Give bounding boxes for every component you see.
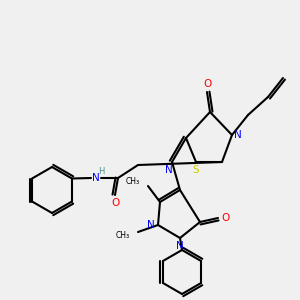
Text: CH₃: CH₃ — [116, 232, 130, 241]
Text: O: O — [112, 198, 120, 208]
Text: O: O — [222, 213, 230, 223]
Text: O: O — [203, 79, 211, 89]
Text: N: N — [176, 241, 184, 251]
Text: N: N — [165, 165, 173, 175]
Text: N: N — [234, 130, 242, 140]
Text: N: N — [92, 173, 100, 183]
Text: CH₃: CH₃ — [126, 178, 140, 187]
Text: N: N — [147, 220, 155, 230]
Text: H: H — [98, 167, 104, 176]
Text: S: S — [193, 165, 199, 175]
